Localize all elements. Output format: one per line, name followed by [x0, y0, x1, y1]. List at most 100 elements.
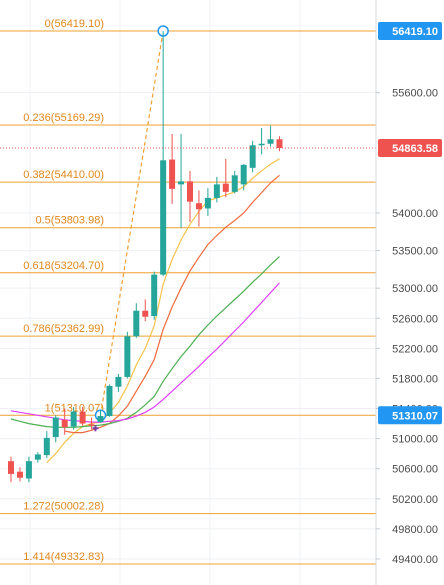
- price-tags: 56419.10 54863.58 51310.07: [378, 22, 442, 425]
- candle: [258, 127, 265, 155]
- candle: [240, 164, 247, 191]
- fib-level-label: 1(51310.07): [45, 402, 104, 414]
- price-axis-label: 50600.00: [392, 464, 438, 476]
- candle: [267, 125, 274, 147]
- candle-body: [25, 461, 32, 479]
- candle-body: [133, 310, 140, 337]
- candle-body: [97, 416, 104, 423]
- candle-body: [115, 376, 122, 387]
- candle-body: [8, 461, 14, 474]
- candle-body: [151, 274, 158, 317]
- trend-line: [99, 30, 164, 416]
- grid-layer: [0, 0, 376, 585]
- candle: [151, 271, 158, 320]
- base-price-tag-background: [378, 406, 442, 425]
- price-axis-label: 49800.00: [392, 524, 438, 536]
- candle: [142, 299, 149, 322]
- candle: [88, 417, 95, 430]
- candle-body: [160, 160, 167, 275]
- candle: [43, 431, 50, 459]
- candle-body: [249, 145, 256, 168]
- price-axis[interactable]: 55600.00 54000.00 53500.00 53000.00 52600.00…: [375, 0, 444, 585]
- price-axis-label: 51800.00: [392, 373, 438, 385]
- fib-level-label: 0.382(54410.00): [23, 169, 104, 181]
- candle: [204, 188, 211, 216]
- price-axis-label: 53000.00: [392, 283, 438, 295]
- candle-body: [34, 454, 41, 460]
- price-axis-label: 55600.00: [392, 88, 438, 100]
- candle: [79, 407, 86, 426]
- current-price-tag: 54863.58: [392, 143, 438, 155]
- candle-body: [124, 336, 131, 377]
- candle-body: [222, 183, 229, 192]
- candle: [249, 140, 256, 173]
- candle-body: [16, 471, 23, 478]
- candle: [97, 410, 104, 423]
- fib-level-label: 1.414(49332.83): [23, 551, 104, 563]
- cursor-crosshair-icon: [92, 425, 99, 432]
- candle: [222, 158, 229, 198]
- candle-body: [267, 139, 274, 144]
- fib-level-label: 1.272(50002.28): [23, 501, 104, 513]
- candle-body: [178, 181, 185, 185]
- candle: [16, 467, 23, 482]
- high-price-tag: 56419.10: [392, 26, 438, 38]
- price-axis-label: 52200.00: [392, 343, 438, 355]
- high-price-tag-background: [378, 22, 442, 40]
- fib-level-label: 0.236(55169.29): [23, 112, 104, 124]
- price-axis-label: 53500.00: [392, 246, 438, 258]
- candle-body: [61, 419, 68, 428]
- candle: [169, 133, 176, 204]
- candle-body: [213, 184, 220, 198]
- moving-average-line: [46, 158, 280, 464]
- candle-body: [70, 411, 77, 427]
- candle-body: [169, 159, 176, 189]
- candle-body: [52, 417, 59, 438]
- current-price-tag-background: [378, 138, 442, 157]
- fibonacci-retracement[interactable]: 0(56419.10) 0.236(55169.29) 0.382(54410.00…: [0, 18, 376, 565]
- candle: [231, 170, 238, 194]
- price-axis-label: 49400.00: [392, 554, 438, 566]
- candle-body: [106, 385, 113, 417]
- candle-body: [240, 164, 247, 185]
- candle: [52, 415, 59, 443]
- candle: [25, 456, 32, 483]
- candle-body: [187, 181, 193, 202]
- candle: [187, 170, 193, 222]
- fib-level-label: 0.786(52362.99): [23, 323, 104, 335]
- price-axis-label: 50200.00: [392, 494, 438, 506]
- price-axis-label: 54000.00: [392, 208, 438, 220]
- candle-body: [195, 203, 202, 210]
- fib-level-label: 0.618(53204.70): [23, 260, 104, 272]
- candle-body: [276, 139, 283, 148]
- price-axis-label: 52600.00: [392, 313, 438, 325]
- candle: [34, 452, 41, 463]
- candle: [133, 303, 140, 338]
- candle-body: [142, 310, 149, 317]
- candle: [61, 408, 68, 435]
- candle: [213, 176, 220, 203]
- candle-body: [258, 143, 265, 146]
- candle: [70, 407, 77, 430]
- price-axis-label: 51000.00: [392, 434, 438, 446]
- price-axis-background: [376, 0, 444, 585]
- moving-average-layer: [10, 158, 280, 464]
- candle-body: [231, 175, 238, 192]
- candle-body: [204, 197, 211, 209]
- candle: [115, 373, 122, 392]
- candle-body: [88, 424, 95, 426]
- candle: [106, 384, 113, 417]
- moving-average-line: [64, 174, 280, 434]
- candle-body: [43, 437, 50, 456]
- candle-body: [79, 411, 86, 424]
- candle: [178, 133, 185, 228]
- candle: [276, 136, 283, 152]
- candle: [124, 331, 131, 379]
- fib-level-label: 0(56419.10): [45, 18, 104, 30]
- candle: [195, 190, 202, 227]
- base-price-tag: 51310.07: [392, 410, 438, 422]
- candlestick-series: [8, 31, 283, 483]
